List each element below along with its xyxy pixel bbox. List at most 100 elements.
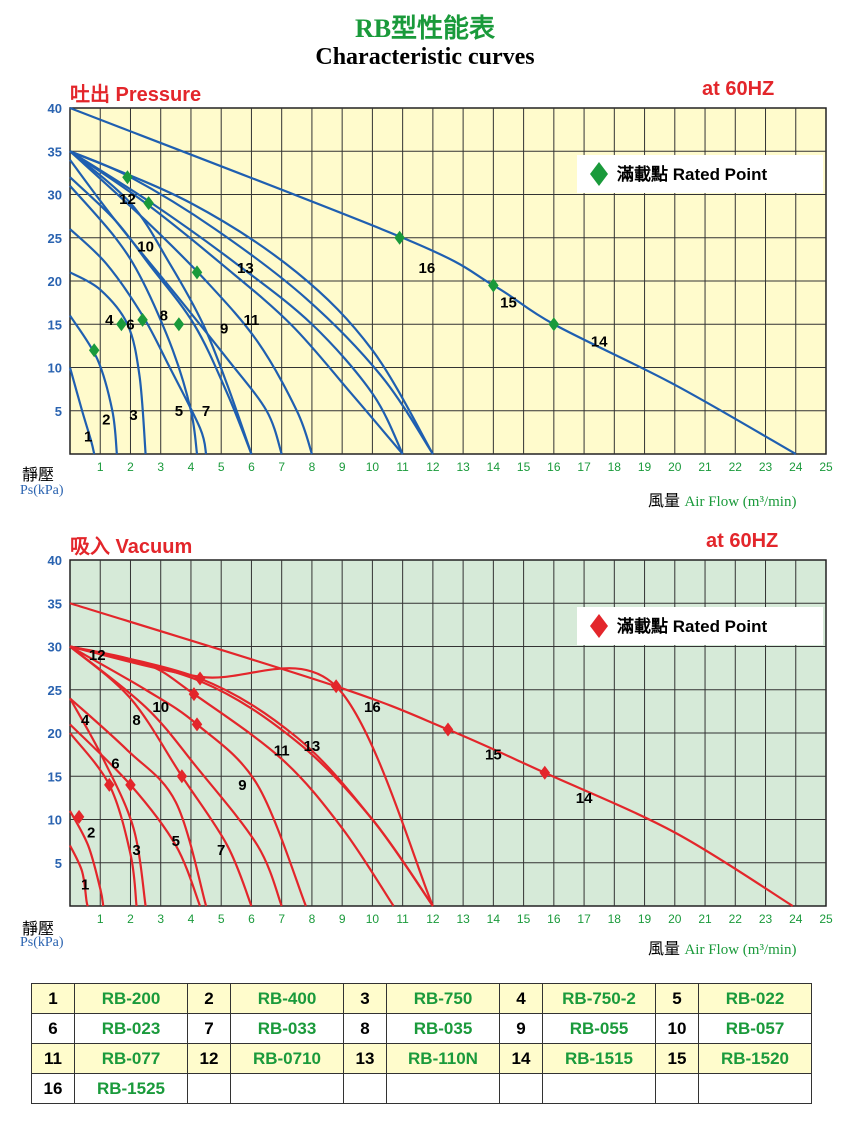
pressure-curve-8: [69, 159, 283, 455]
vacuum-x-tick-label: 17: [577, 912, 591, 926]
pressure-rated-point-3: [116, 317, 127, 332]
pressure-section-label: 吐出 Pressure: [70, 84, 202, 106]
vacuum-curve-12: [69, 645, 434, 907]
vacuum-curve-4: [69, 697, 147, 907]
vacuum-section-label: 吸入 Vacuum: [70, 536, 193, 558]
pressure-curve-16: [69, 106, 797, 455]
pressure-x-tick-label: 23: [759, 460, 773, 474]
vacuum-rated-point-3: [104, 777, 115, 792]
model-name-cell: RB-022: [698, 983, 812, 1014]
pressure-y-tick-label: 5: [55, 404, 62, 419]
vacuum-curve-label: 2: [87, 824, 95, 841]
vacuum-ylabel-unit: Ps(kPa): [20, 935, 64, 950]
model-name-cell: RB-035: [386, 1013, 500, 1044]
pressure-x-tick-label: 7: [278, 460, 285, 474]
vacuum-curve-8: [69, 645, 283, 907]
vacuum-curve-label: 7: [217, 842, 225, 859]
vacuum-x-tick-label: 11: [396, 912, 409, 926]
pressure-x-tick-label: 4: [188, 460, 195, 474]
pressure-curve-1: [68, 367, 96, 455]
model-table: 1 RB-200 2 RB-400 3 RB-750 4 RB-750-2 5 RB-022 6 RB…: [31, 983, 812, 1104]
model-number-cell: 2: [187, 983, 231, 1014]
model-name-cell: RB-110N: [386, 1043, 500, 1074]
pressure-curve-11: [69, 150, 404, 455]
vacuum-x-tick-label: 1: [97, 912, 104, 926]
pressure-x-tick-label: 14: [487, 460, 501, 474]
pressure-curve-label: 13: [237, 260, 254, 277]
pressure-curve-label: 15: [500, 295, 517, 312]
model-number-cell: [499, 1073, 543, 1104]
vacuum-curve-label: 16: [364, 699, 381, 716]
vacuum-x-tick-label: 8: [309, 912, 316, 926]
model-name-cell: RB-1520: [698, 1043, 812, 1074]
vacuum-y-tick-label: 20: [48, 726, 62, 741]
vacuum-curve-label: 11: [274, 742, 290, 759]
pressure-y-tick-label: 10: [48, 361, 62, 376]
model-name-cell: [542, 1073, 656, 1104]
vacuum-x-tick-label: 22: [729, 912, 743, 926]
pressure-x-tick-label: 9: [339, 460, 346, 474]
pressure-curve-label: 6: [126, 316, 134, 333]
model-number-cell: 16: [31, 1073, 75, 1104]
vacuum-rated-points: [73, 671, 551, 824]
vacuum-x-tick-label: 19: [638, 912, 652, 926]
pressure-curve-label: 9: [220, 321, 228, 338]
pressure-curve-13: [69, 150, 434, 455]
pressure-y-ticks: 5 10 15 20 25 30 35 40: [48, 101, 62, 419]
pressure-rated-point-10: [143, 196, 154, 211]
model-number-cell: 3: [343, 983, 387, 1014]
model-number-cell: 11: [31, 1043, 75, 1074]
model-number-cell: 8: [343, 1013, 387, 1044]
model-number-cell: 1: [31, 983, 75, 1014]
pressure-y-tick-label: 15: [48, 317, 62, 332]
pressure-legend: 滿載點 Rated Point: [577, 155, 823, 193]
vacuum-rated-point-5: [125, 777, 136, 792]
vacuum-x-tick-label: 9: [339, 912, 346, 926]
model-name-cell: RB-0710: [230, 1043, 344, 1074]
vacuum-curve-9: [69, 645, 307, 907]
pressure-x-tick-label: 22: [729, 460, 743, 474]
pressure-curve-9: [69, 150, 313, 455]
page-title-en: Characteristic curves: [315, 44, 535, 70]
model-name-cell: RB-077: [74, 1043, 188, 1074]
vacuum-curve-label: 14: [576, 790, 593, 807]
model-number-cell: 10: [655, 1013, 699, 1044]
pressure-frequency-label: at 60HZ: [702, 78, 775, 100]
pressure-x-tick-label: 21: [698, 460, 712, 474]
vacuum-curve-label: 6: [111, 755, 119, 772]
pressure-curve-3: [69, 271, 147, 455]
pressure-x-tick-label: 3: [157, 460, 164, 474]
pressure-legend-diamond-icon: [590, 162, 608, 186]
pressure-x-tick-label: 8: [309, 460, 316, 474]
model-name-cell: [386, 1073, 500, 1104]
vacuum-curve-label: 3: [132, 842, 140, 859]
vacuum-x-tick-label: 24: [789, 912, 803, 926]
vacuum-y-tick-label: 25: [48, 683, 62, 698]
vacuum-rated-point-9: [191, 717, 203, 732]
pressure-x-tick-label: 11: [396, 460, 409, 474]
pressure-curve-7: [69, 150, 253, 455]
vacuum-curve-label: 15: [485, 747, 502, 764]
vacuum-x-tick-label: 16: [547, 912, 561, 926]
vacuum-x-tick-label: 15: [517, 912, 531, 926]
vacuum-y-tick-label: 30: [48, 640, 62, 655]
pressure-legend-label: 滿載點 Rated Point: [617, 164, 768, 184]
pressure-curve-label: 10: [137, 238, 154, 255]
vacuum-xlabel-en: Air Flow (m³/min): [684, 942, 797, 958]
pressure-curve-label: 7: [202, 403, 210, 420]
vacuum-x-tick-label: 4: [188, 912, 195, 926]
vacuum-x-tick-label: 6: [248, 912, 255, 926]
vacuum-rated-point-2: [73, 809, 85, 824]
vacuum-legend-label: 滿載點 Rated Point: [617, 616, 768, 636]
vacuum-rated-point-12: [194, 671, 206, 686]
vacuum-y-ticks: 5 10 15 20 25 30 35 40: [48, 553, 62, 871]
vacuum-x-tick-label: 23: [759, 912, 773, 926]
pressure-x-tick-label: 24: [789, 460, 803, 474]
vacuum-x-ticks: 1 2 3 4 5 6 7 8 9 10 11 12 13 14 15 16 17 18 19 20 21 22 23 24 2…: [97, 912, 833, 926]
vacuum-curve-label: 10: [152, 699, 169, 716]
model-name-cell: RB-400: [230, 983, 344, 1014]
pressure-ylabel-unit: Ps(kPa): [20, 483, 64, 498]
vacuum-curve-3: [69, 732, 138, 907]
model-name-cell: RB-1525: [74, 1073, 188, 1104]
